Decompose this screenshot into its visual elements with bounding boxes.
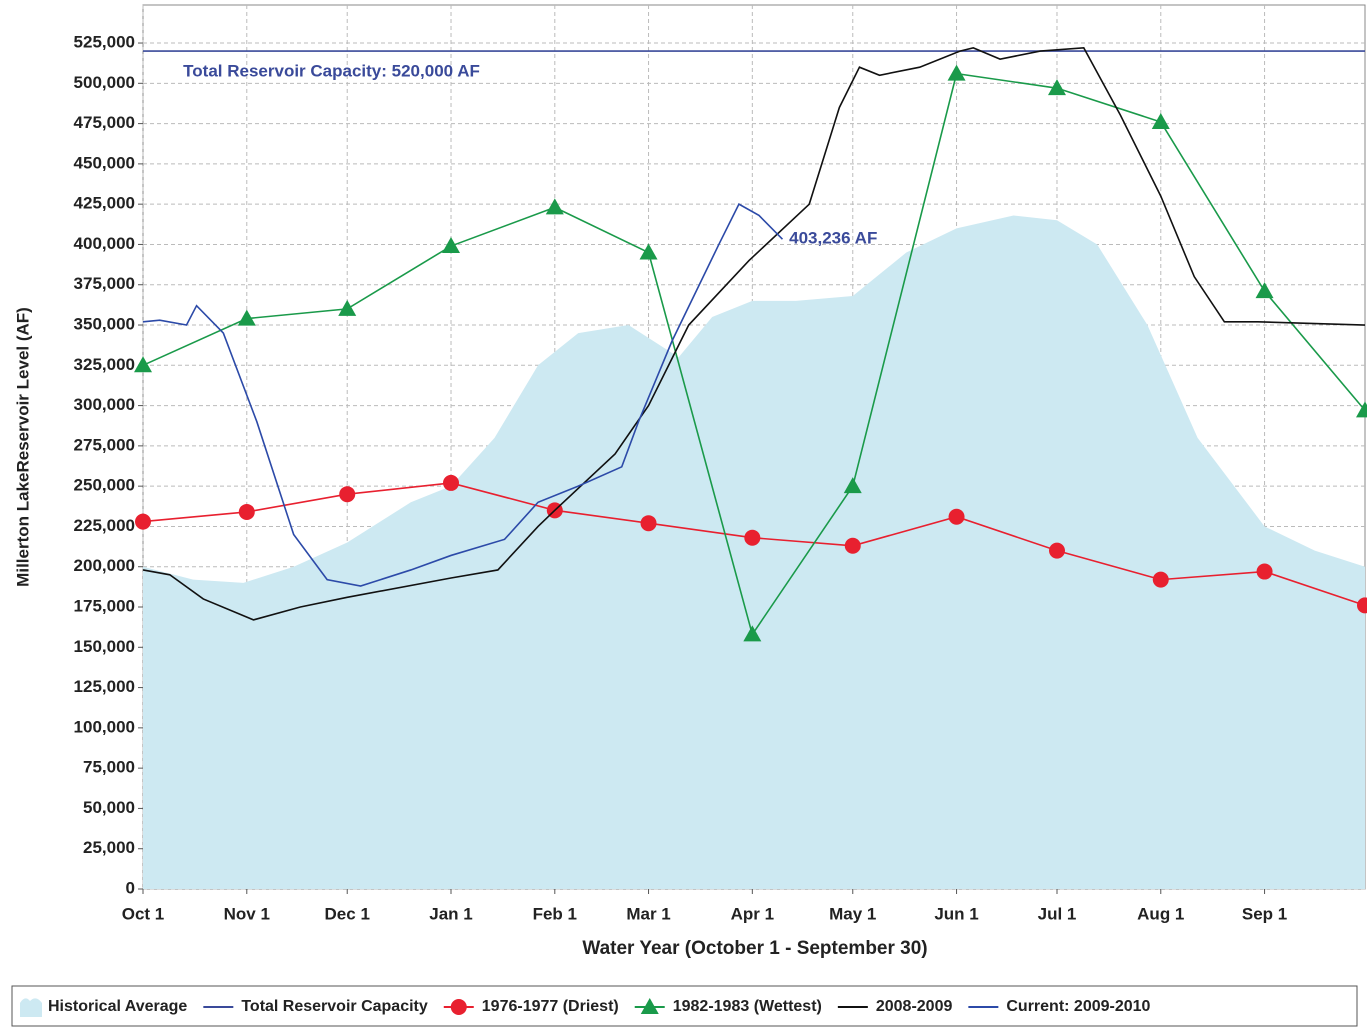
marker	[135, 513, 151, 530]
marker	[1151, 112, 1170, 129]
legend-swatch	[20, 998, 42, 1017]
y-tick-label: 175,000	[74, 596, 135, 615]
legend-label: 1976-1977 (Driest)	[482, 998, 619, 1015]
y-tick-label: 500,000	[74, 73, 135, 92]
marker	[1357, 597, 1367, 614]
marker	[238, 503, 255, 520]
legend-label: 1982-1983 (Wettest)	[673, 998, 822, 1015]
marker	[338, 299, 357, 316]
legend-label: Historical Average	[48, 998, 187, 1015]
y-tick-label: 25,000	[83, 838, 135, 857]
marker	[948, 508, 965, 525]
y-tick-label: 50,000	[83, 798, 135, 817]
marker	[1256, 563, 1273, 580]
marker	[844, 537, 861, 554]
x-tick-label: Mar 1	[626, 904, 670, 923]
legend-label: Total Reservoir Capacity	[241, 998, 428, 1015]
x-tick-label: Sep 1	[1242, 904, 1287, 923]
y-tick-label: 375,000	[74, 274, 135, 293]
area	[143, 215, 1365, 889]
x-tick-label: Jan 1	[429, 904, 472, 923]
marker	[1255, 282, 1274, 299]
y-tick-label: 525,000	[74, 33, 135, 52]
y-tick-label: 225,000	[74, 516, 135, 535]
y-tick-label: 425,000	[74, 194, 135, 213]
y-tick-label: 450,000	[74, 153, 135, 172]
x-tick-label: Apr 1	[731, 904, 774, 923]
x-tick-label: Nov 1	[224, 904, 270, 923]
legend-box	[11, 985, 1358, 1027]
y-tick-label: 0	[126, 878, 135, 897]
legend-label: Current: 2009-2010	[1006, 998, 1150, 1015]
x-tick-label: Aug 1	[1137, 904, 1184, 923]
marker	[1048, 542, 1065, 559]
line	[142, 203, 784, 587]
line	[142, 47, 1366, 621]
y-tick-label: 100,000	[74, 717, 135, 736]
marker	[639, 243, 658, 260]
marker	[640, 515, 657, 532]
y-tick-label: 250,000	[74, 476, 135, 495]
y-tick-label: 300,000	[74, 395, 135, 414]
y-axis-label: Millerton LakeReservoir Level (AF)	[13, 307, 32, 587]
y-tick-label: 325,000	[74, 355, 135, 374]
x-tick-label: Feb 1	[533, 904, 577, 923]
x-tick-label: Jul 1	[1038, 904, 1077, 923]
y-tick-label: 150,000	[74, 637, 135, 656]
marker	[1356, 401, 1367, 418]
marker	[843, 477, 862, 494]
marker	[237, 309, 256, 326]
marker	[743, 625, 762, 642]
y-tick-label: 200,000	[74, 556, 135, 575]
x-axis-label: Water Year (October 1 - September 30)	[582, 938, 927, 959]
marker	[1047, 79, 1066, 96]
marker	[450, 999, 467, 1015]
annotation: Total Reservoir Capacity: 520,000 AF	[183, 62, 480, 81]
y-tick-label: 350,000	[74, 315, 135, 334]
marker	[134, 356, 152, 373]
y-tick-label: 275,000	[74, 435, 135, 454]
marker	[442, 237, 461, 254]
marker	[640, 998, 659, 1014]
marker	[443, 474, 460, 491]
y-tick-label: 125,000	[74, 677, 135, 696]
x-tick-label: Dec 1	[325, 904, 370, 923]
annotation: 403,236 AF	[789, 229, 877, 248]
x-tick-label: Oct 1	[122, 904, 165, 923]
x-tick-label: Jun 1	[934, 904, 978, 923]
y-tick-label: 400,000	[74, 234, 135, 253]
marker	[744, 529, 761, 546]
y-tick-label: 475,000	[74, 113, 135, 132]
marker	[1152, 571, 1169, 588]
legend-label: 2008-2009	[876, 998, 953, 1015]
marker	[947, 64, 966, 81]
y-tick-label: 75,000	[83, 758, 135, 777]
marker	[339, 486, 356, 503]
marker	[545, 198, 564, 215]
x-tick-label: May 1	[829, 904, 876, 923]
